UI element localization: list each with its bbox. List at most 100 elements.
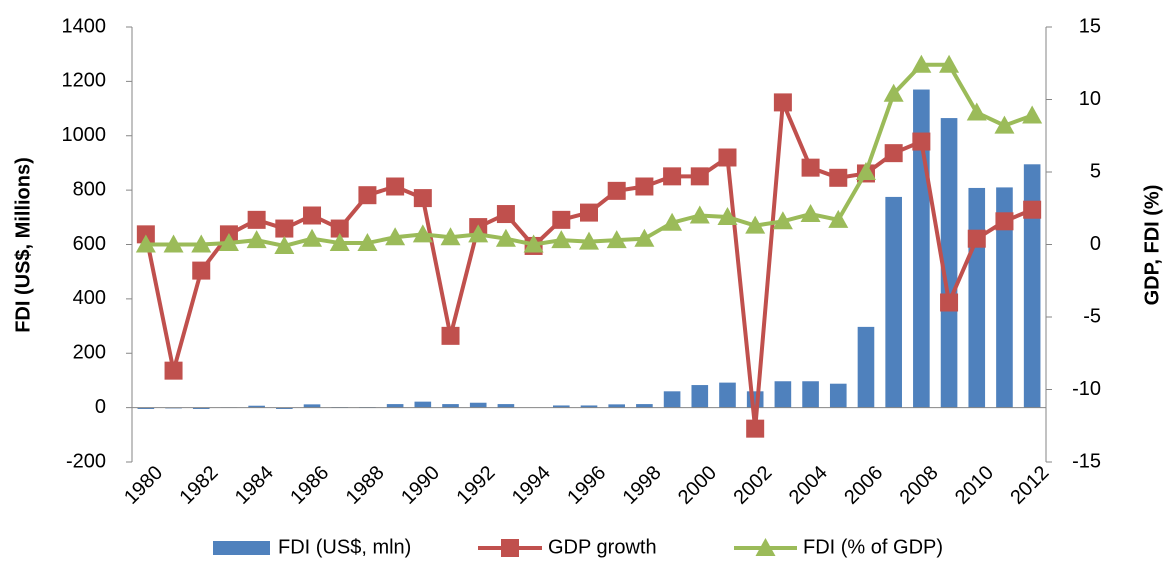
- y2-tick-label: -15: [1072, 450, 1101, 472]
- marker: [386, 177, 405, 196]
- bar: [608, 404, 626, 408]
- marker: [634, 228, 655, 247]
- marker: [689, 205, 710, 224]
- x-tick-label: 2006: [840, 462, 887, 509]
- y-tick-label: 800: [73, 178, 106, 200]
- bar: [248, 405, 265, 408]
- marker: [884, 144, 903, 163]
- marker: [994, 115, 1015, 134]
- bar: [276, 407, 293, 409]
- y2-tick-label: 0: [1090, 233, 1101, 255]
- legend-label: GDP growth: [548, 536, 657, 558]
- marker: [191, 234, 212, 253]
- y2-tick-label: -5: [1083, 305, 1101, 327]
- marker: [135, 234, 156, 253]
- bar: [719, 382, 736, 408]
- bar: [442, 404, 459, 408]
- marker: [192, 261, 211, 280]
- marker: [690, 167, 709, 186]
- legend-swatch: [213, 541, 270, 555]
- x-tick-label: 1992: [452, 462, 499, 509]
- marker: [828, 209, 849, 228]
- marker: [1022, 105, 1043, 124]
- bar: [968, 187, 986, 408]
- y2-tick-label: 10: [1079, 88, 1101, 110]
- marker: [662, 212, 683, 231]
- bar: [414, 401, 432, 408]
- x-tick-label: 1998: [619, 462, 666, 509]
- marker: [663, 167, 682, 186]
- y-tick-label: 1400: [62, 15, 107, 37]
- x-tick-label: 1980: [120, 462, 167, 509]
- marker: [718, 148, 737, 167]
- marker: [552, 210, 571, 229]
- marker: [218, 233, 239, 252]
- bar: [192, 407, 210, 409]
- marker: [302, 228, 323, 247]
- bar: [857, 326, 875, 408]
- marker: [1023, 200, 1042, 219]
- marker: [801, 158, 820, 177]
- marker: [385, 227, 406, 246]
- marker: [441, 326, 460, 345]
- legend-marker: [755, 538, 776, 556]
- bar: [802, 381, 819, 408]
- marker: [247, 210, 266, 229]
- x-tick-label: 2002: [729, 462, 776, 509]
- marker: [966, 102, 987, 121]
- marker: [967, 229, 986, 248]
- y-tick-label: 0: [95, 396, 106, 418]
- bar: [996, 187, 1013, 408]
- bar: [303, 404, 321, 408]
- y-tick-label: -200: [66, 450, 106, 472]
- bar: [774, 381, 792, 408]
- marker: [912, 132, 931, 151]
- marker: [745, 215, 766, 234]
- marker: [940, 293, 959, 312]
- marker: [939, 54, 960, 73]
- x-tick-label: 2000: [674, 462, 721, 509]
- marker: [635, 177, 654, 196]
- x-tick-label: 2010: [951, 462, 998, 509]
- x-tick-label: 1984: [231, 462, 278, 509]
- legend-label: FDI (US$, mln): [278, 536, 411, 558]
- marker: [855, 162, 876, 180]
- marker: [606, 230, 627, 249]
- marker: [246, 230, 267, 249]
- marker: [412, 224, 433, 243]
- bar: [386, 404, 404, 408]
- marker: [773, 93, 792, 112]
- marker: [523, 234, 544, 253]
- x-tick-label: 1996: [563, 462, 610, 509]
- marker: [717, 206, 738, 225]
- y-tick-label: 200: [73, 342, 106, 364]
- marker: [579, 231, 599, 250]
- marker: [829, 168, 848, 187]
- y-tick-label: 400: [73, 287, 106, 309]
- bar: [636, 404, 653, 408]
- bar: [552, 405, 570, 408]
- legend-marker: [501, 539, 519, 557]
- bar: [691, 385, 709, 408]
- marker: [275, 219, 294, 238]
- x-tick-label: 2012: [1006, 462, 1053, 509]
- marker: [329, 233, 350, 252]
- x-tick-label: 2008: [896, 462, 943, 509]
- x-tick-label: 2004: [785, 462, 832, 509]
- x-tick-label: 1988: [342, 462, 389, 509]
- bar: [580, 405, 598, 408]
- y-tick-label: 1200: [62, 70, 107, 92]
- marker: [468, 224, 489, 243]
- y-tick-label: 1000: [62, 124, 107, 146]
- x-tick-label: 1986: [286, 462, 333, 509]
- marker: [607, 181, 626, 200]
- x-tick-label: 1982: [175, 462, 222, 509]
- marker: [772, 211, 793, 230]
- marker: [413, 189, 432, 208]
- marker: [164, 361, 183, 380]
- marker: [883, 83, 904, 102]
- y2-axis-title: GDP, FDI (%): [1141, 185, 1163, 306]
- marker: [995, 212, 1014, 231]
